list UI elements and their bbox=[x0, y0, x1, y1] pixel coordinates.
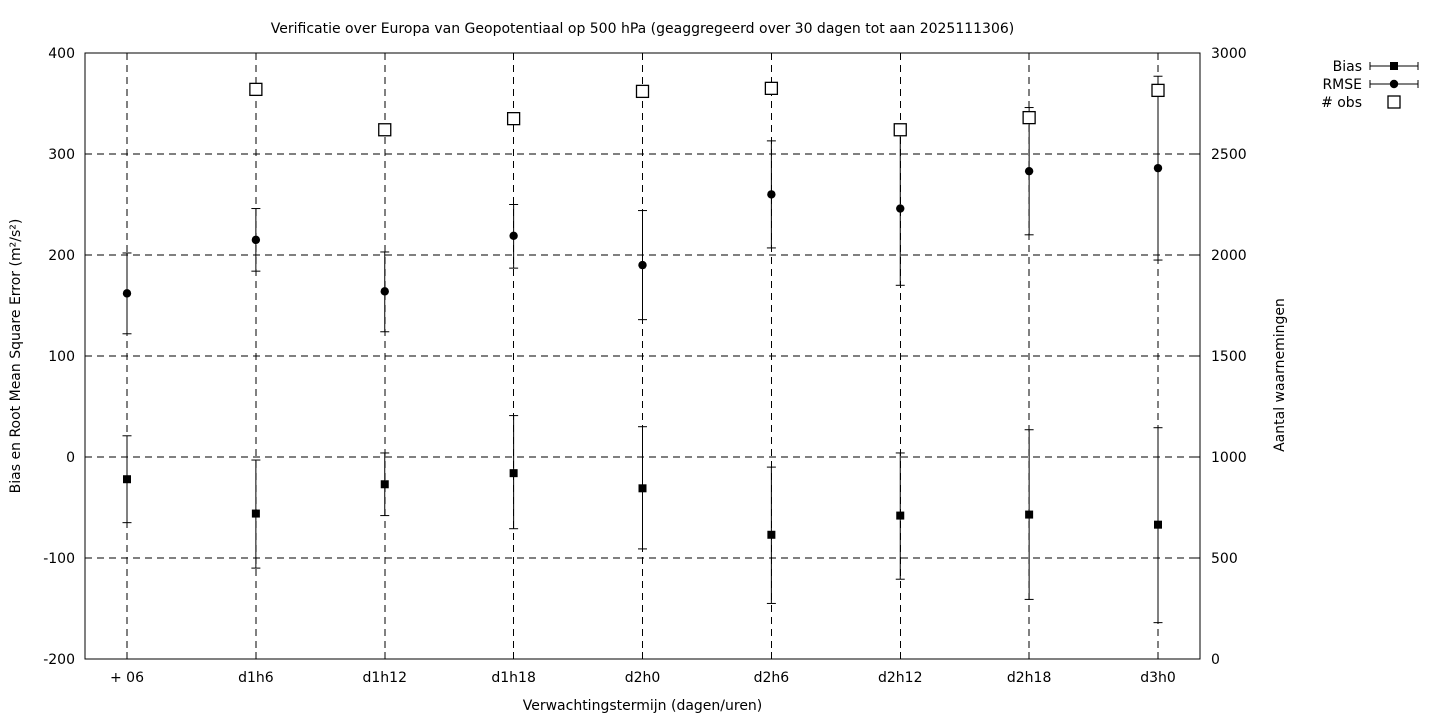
y-axis-label-right: Aantal waarnemingen bbox=[1272, 298, 1288, 452]
y-left-tick-label: -100 bbox=[43, 551, 75, 567]
y-left-tick-label: 200 bbox=[48, 248, 75, 264]
rmse-marker bbox=[767, 190, 776, 199]
rmse-marker bbox=[380, 287, 389, 296]
legend-sample-bias bbox=[1369, 62, 1419, 70]
legend-label-bias: Bias bbox=[1333, 59, 1362, 75]
x-tick-label: d1h6 bbox=[238, 670, 274, 686]
x-tick-label: + 06 bbox=[110, 670, 144, 686]
obs-marker bbox=[764, 81, 779, 95]
y-axis-label-left: Bias en Root Mean Square Error (m²/s²) bbox=[8, 219, 24, 494]
bias-marker bbox=[638, 484, 647, 493]
legend-obs-marker bbox=[1387, 95, 1401, 109]
chart-title: Verificatie over Europa van Geopotentiaa… bbox=[271, 21, 1014, 37]
x-tick-label: d3h0 bbox=[1140, 670, 1176, 686]
bias-marker bbox=[1025, 510, 1034, 519]
obs-marker bbox=[1022, 110, 1036, 125]
y-right-tick-label: 0 bbox=[1211, 652, 1220, 668]
x-tick-label: d2h12 bbox=[878, 670, 922, 686]
legend-sample-obs bbox=[1387, 95, 1401, 109]
rmse-marker bbox=[251, 235, 261, 245]
bias-marker bbox=[380, 480, 389, 489]
x-tick-label: d2h18 bbox=[1007, 670, 1051, 686]
y-right-tick-label: 2000 bbox=[1211, 248, 1247, 264]
legend-bias-marker bbox=[1390, 62, 1398, 70]
rmse-marker bbox=[1153, 163, 1163, 173]
legend-sample-rmse bbox=[1369, 79, 1419, 89]
y-right-tick-label: 3000 bbox=[1211, 46, 1247, 62]
legend-label-obs: # obs bbox=[1321, 95, 1362, 111]
series-bias bbox=[122, 415, 1163, 624]
bias-marker bbox=[509, 469, 518, 478]
y-right-tick-label: 2500 bbox=[1211, 147, 1247, 163]
x-tick-label: d1h12 bbox=[363, 670, 407, 686]
rmse-marker bbox=[1024, 166, 1034, 176]
y-right-tick-label: 1000 bbox=[1211, 450, 1247, 466]
series-rmse bbox=[122, 75, 1163, 335]
rmse-marker bbox=[638, 260, 647, 270]
rmse-marker bbox=[896, 204, 905, 213]
obs-marker bbox=[893, 123, 907, 137]
y-left-tick-label: 0 bbox=[66, 450, 75, 466]
obs-marker bbox=[506, 112, 521, 126]
y-left-tick-label: 100 bbox=[48, 349, 75, 365]
y-right-tick-label: 1500 bbox=[1211, 349, 1247, 365]
legend-label-rmse: RMSE bbox=[1322, 77, 1362, 93]
y-left-tick-label: 400 bbox=[48, 46, 75, 62]
y-left-tick-label: 300 bbox=[48, 147, 75, 163]
series-obs bbox=[249, 81, 1165, 137]
bias-marker bbox=[767, 530, 776, 539]
y-left-tick-label: -200 bbox=[43, 652, 75, 668]
bias-marker bbox=[896, 511, 905, 520]
rmse-marker bbox=[122, 289, 132, 298]
x-axis-label: Verwachtingstermijn (dagen/uren) bbox=[523, 698, 763, 714]
rmse-marker bbox=[509, 231, 518, 241]
legend-rmse-marker bbox=[1389, 79, 1399, 89]
obs-marker bbox=[635, 84, 650, 99]
bias-marker bbox=[251, 509, 260, 518]
x-tick-label: d2h0 bbox=[625, 670, 661, 686]
x-tick-label: d1h18 bbox=[491, 670, 535, 686]
bias-marker bbox=[123, 475, 131, 484]
obs-marker bbox=[378, 123, 392, 137]
axis-ticks bbox=[85, 52, 1200, 660]
x-tick-label: d2h6 bbox=[754, 670, 790, 686]
bias-marker bbox=[1154, 520, 1162, 529]
obs-marker bbox=[1151, 83, 1165, 98]
obs-marker bbox=[249, 82, 263, 97]
y-right-tick-label: 500 bbox=[1211, 551, 1238, 567]
legend bbox=[1369, 62, 1419, 109]
